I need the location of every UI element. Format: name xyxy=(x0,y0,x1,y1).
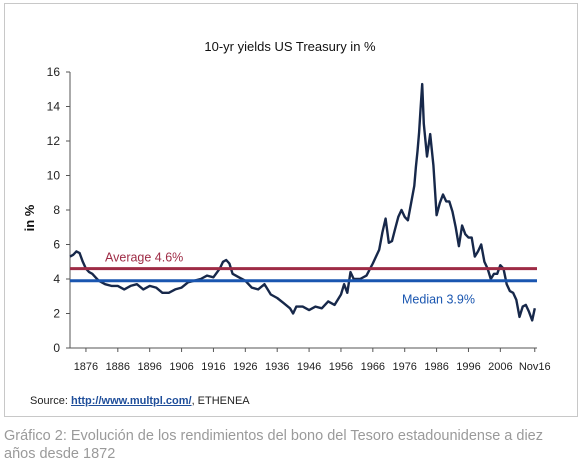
x-tick-label: 1926 xyxy=(233,361,257,373)
x-tick-label: 1876 xyxy=(74,361,98,373)
y-tick-label: 0 xyxy=(53,341,60,355)
y-tick-label: 10 xyxy=(47,169,61,183)
y-tick-label: 12 xyxy=(47,134,61,148)
figure-caption: Gráfico 2: Evolución de los rendimientos… xyxy=(4,428,543,462)
source-note: Source: http://www.multpl.com/, ETHENEA xyxy=(30,395,250,407)
x-tick-label: 1996 xyxy=(456,361,480,373)
source-prefix: Source: xyxy=(30,395,71,407)
series-layer xyxy=(69,82,536,322)
x-tick-label: 1886 xyxy=(106,361,130,373)
median-label: Median 3.9% xyxy=(402,293,475,307)
x-tick-label: 1966 xyxy=(361,361,385,373)
yield-series-line xyxy=(69,82,536,322)
x-tick-label: 1896 xyxy=(137,361,161,373)
axes: 0 2 4 6 8 10 12 14 16 1876 1886 1896 1906 1916 1926 193… xyxy=(47,65,551,373)
y-tick-label: 2 xyxy=(53,307,60,321)
y-axis-label: in % xyxy=(22,204,37,231)
x-tick-label: 2006 xyxy=(488,361,512,373)
x-tick-label: 1916 xyxy=(201,361,225,373)
chart-svg: 10-yr yields US Treasury in % in % 0 2 4 6 8… xyxy=(22,39,551,373)
y-tick-label: 8 xyxy=(53,203,60,217)
x-tick-label: 1986 xyxy=(424,361,448,373)
x-tick-label: 1936 xyxy=(265,361,289,373)
x-tick-label: Nov16 xyxy=(519,361,551,373)
x-tick-label: 1906 xyxy=(169,361,193,373)
reference-lines: Average 4.6% Median 3.9% xyxy=(70,251,537,307)
x-tick-label: 1946 xyxy=(297,361,321,373)
chart-title: 10-yr yields US Treasury in % xyxy=(204,39,376,54)
x-tick-label: 1956 xyxy=(329,361,353,373)
average-label: Average 4.6% xyxy=(105,251,183,265)
y-tick-label: 4 xyxy=(53,272,60,286)
y-tick-label: 14 xyxy=(47,100,61,114)
y-tick-label: 16 xyxy=(47,65,61,79)
source-link[interactable]: http://www.multpl.com/ xyxy=(70,395,192,407)
source-suffix: , ETHENEA xyxy=(191,395,250,407)
y-tick-label: 6 xyxy=(53,238,60,252)
x-tick-label: 1976 xyxy=(392,361,416,373)
